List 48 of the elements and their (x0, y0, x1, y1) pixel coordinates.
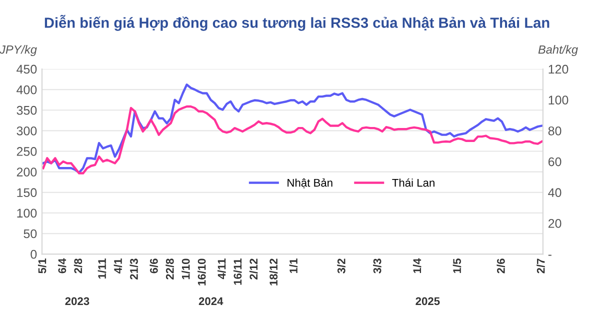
x-tick-label: 1/1 (289, 258, 298, 273)
x-tick-label: 3/3 (373, 258, 382, 274)
legend-label: Nhật Bản (288, 178, 332, 188)
x-tick-label: 22/8 (166, 258, 174, 280)
text: 2024 (198, 297, 224, 306)
line-series (42, 84, 543, 174)
y-tick-label: 150 (17, 188, 37, 198)
x-tick-label: 4/11 (218, 258, 226, 280)
y2-tick-label: 120 (548, 64, 568, 74)
y-tick-label: 0 (30, 250, 37, 259)
x-tick-label: 16/11 (233, 258, 242, 285)
y-tick-label: 450 (16, 64, 37, 74)
x-tick-label: 1/4 (412, 258, 422, 273)
chart-title: Diễn biến giá Hợp đồng cao su tương lai RSS3 của Nhật Bản và Thái Lan (44, 14, 550, 31)
y-axis-title: JPY/kg (0, 45, 37, 56)
x-tick-label: 4/1 (114, 258, 122, 274)
y2-tick-label: 80 (548, 126, 562, 136)
line-series (42, 105, 543, 174)
legend-label: Thái Lan (392, 178, 434, 187)
x-tick-label: 3/2 (337, 258, 346, 274)
x-tick-label: 2/6 (496, 258, 505, 274)
text: 2023 (65, 297, 90, 306)
x-tick-label: 2/8 (74, 258, 82, 274)
text: 2025 (416, 297, 440, 306)
y2-tick-label: 60 (548, 157, 562, 166)
y-tick-label: 300 (16, 126, 37, 136)
x-tick-label: 16/10 (198, 258, 206, 286)
y2-tick-label: 20 (548, 219, 562, 228)
x-tick-label: 6/6 (150, 258, 158, 274)
x-tick-label: 2/7 (536, 258, 545, 274)
y-tick-label: 100 (17, 208, 37, 218)
y-tick-label: 250 (16, 147, 37, 156)
x-tick-label: 1/5 (452, 258, 462, 273)
y-tick-label: 400 (16, 85, 37, 94)
y-tick-label: 200 (16, 168, 37, 176)
x-tick-label: 1/11 (98, 258, 106, 279)
y2-axis-title: Baht/kg (538, 45, 578, 56)
x-tick-label: 21/3 (130, 258, 138, 280)
y2-tick-label: 100 (548, 96, 568, 104)
x-tick-label: 2/12 (249, 258, 258, 280)
x-tick-label: 6/4 (58, 258, 66, 274)
y2-tick-label: - (548, 254, 552, 256)
y-tick-label: 50 (24, 229, 37, 238)
x-tick-label: 18/12 (269, 258, 278, 286)
x-tick-label: 5/1 (38, 258, 46, 274)
x-tick-label: 1/10 (182, 258, 190, 280)
y2-tick-label: 40 (548, 188, 562, 198)
y-tick-label: 350 (16, 106, 37, 115)
